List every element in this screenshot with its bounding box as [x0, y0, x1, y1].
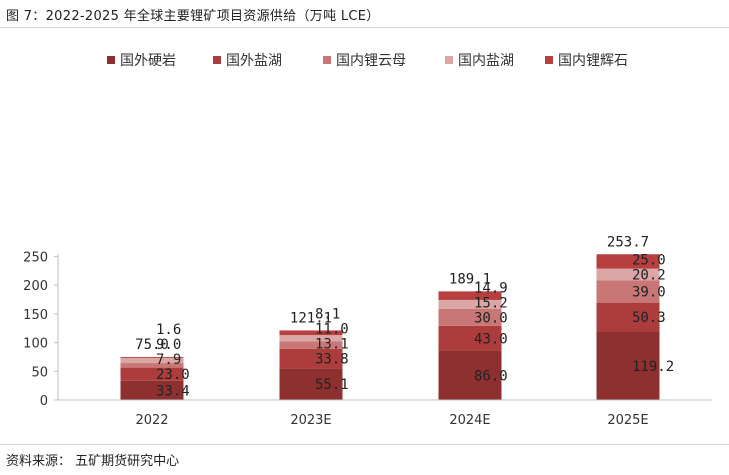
- segment-value-label: 43.0: [474, 331, 508, 347]
- bar-segment: [279, 330, 343, 336]
- bar-segment: [438, 350, 502, 400]
- bar-segment: [279, 335, 343, 342]
- segment-value-label: 9.0: [156, 337, 181, 353]
- x-axis: 2022 2023E 2024E 2025E: [58, 399, 712, 428]
- chart-legend: 国外硬岩 国外盐湖 国内锂云母 国内盐湖 国内锂辉石: [107, 53, 628, 69]
- stacked-bar-chart: 国外硬岩 国外盐湖 国内锂云母 国内盐湖 国内锂辉石 0 50 100 150 200 250 3…: [23, 53, 712, 428]
- segment-value-label: 15.2: [474, 295, 508, 311]
- total-value-label: 75.0: [135, 337, 169, 353]
- y-axis: 0 50 100 150 200 250: [23, 250, 59, 409]
- legend-swatch: [213, 56, 221, 64]
- segment-value-label: 33.8: [315, 352, 349, 368]
- total-value-label: 253.7: [607, 234, 649, 250]
- segment-value-label: 25.0: [632, 252, 666, 268]
- bar-segment: [438, 308, 502, 326]
- bar-stacks: [120, 254, 660, 400]
- bar-segment: [438, 291, 502, 300]
- x-tick-label: 2024E: [449, 413, 490, 428]
- segment-value-label: 13.1: [315, 337, 349, 353]
- segment-value-label: 50.3: [632, 310, 666, 326]
- bar-segment: [596, 302, 660, 332]
- legend-swatch: [445, 56, 453, 64]
- bar-segment: [279, 341, 343, 349]
- source-note: 资料来源： 五矿期货研究中心: [6, 454, 180, 469]
- segment-value-label: 14.9: [474, 280, 508, 296]
- bar-segment: [438, 299, 502, 309]
- segment-value-label: 1.6: [156, 322, 181, 338]
- bar-segment: [596, 254, 660, 269]
- segment-value-label: 23.0: [156, 367, 190, 383]
- segment-value-label: 11.0: [315, 322, 349, 338]
- data-labels: 33.423.07.99.01.675.0 55.1 33.813.111.08.1…: [135, 234, 674, 399]
- segment-value-label: 55.1: [315, 377, 349, 393]
- bar-segment: [596, 268, 660, 281]
- y-tick-label: 200: [23, 279, 48, 294]
- bar-segment: [120, 380, 184, 400]
- legend-label: 国内盐湖: [458, 53, 514, 69]
- legend-swatch: [107, 56, 115, 64]
- legend-label: 国内锂云母: [336, 53, 406, 69]
- legend-swatch: [545, 56, 553, 64]
- segment-value-label: 86.0: [474, 368, 508, 384]
- total-value-label: 121.1: [290, 310, 332, 326]
- y-tick-label: 0: [40, 394, 48, 409]
- legend-label: 国外硬岩: [120, 53, 176, 69]
- y-tick-label: 250: [23, 250, 48, 265]
- bar-segment: [438, 325, 502, 351]
- segment-value-label: 39.0: [632, 284, 666, 300]
- x-tick-label: 2025E: [607, 413, 648, 428]
- title-divider: [0, 27, 729, 28]
- bar-segment: [279, 348, 343, 369]
- x-tick-label: 2023E: [290, 413, 331, 428]
- bar-segment: [120, 363, 184, 368]
- bar-segment: [120, 356, 184, 358]
- segment-value-label: 8.1: [315, 307, 340, 323]
- bar-segment: [279, 368, 343, 400]
- segment-value-label: 7.9: [156, 352, 181, 368]
- page-title: 图 7：2022-2025 年全球主要锂矿项目资源供给（万吨 LCE）: [6, 9, 380, 24]
- legend-label: 国外盐湖: [226, 53, 282, 69]
- y-tick-label: 150: [23, 308, 48, 323]
- bar-segment: [120, 357, 184, 364]
- x-tick-label: 2022: [135, 413, 168, 428]
- total-value-label: 189.1: [449, 271, 491, 287]
- segment-value-label: 33.4: [156, 383, 190, 399]
- source-divider: [0, 444, 729, 445]
- segment-value-label: 20.2: [632, 267, 666, 283]
- segment-value-label: 30.0: [474, 310, 508, 326]
- legend-label: 国内锂辉石: [558, 53, 628, 69]
- segment-value-label: 119.2: [632, 359, 674, 375]
- y-tick-label: 50: [31, 365, 48, 380]
- bar-segment: [596, 280, 660, 303]
- bar-segment: [120, 367, 184, 381]
- legend-swatch: [323, 56, 331, 64]
- bar-segment: [596, 331, 660, 400]
- y-tick-label: 100: [23, 337, 48, 352]
